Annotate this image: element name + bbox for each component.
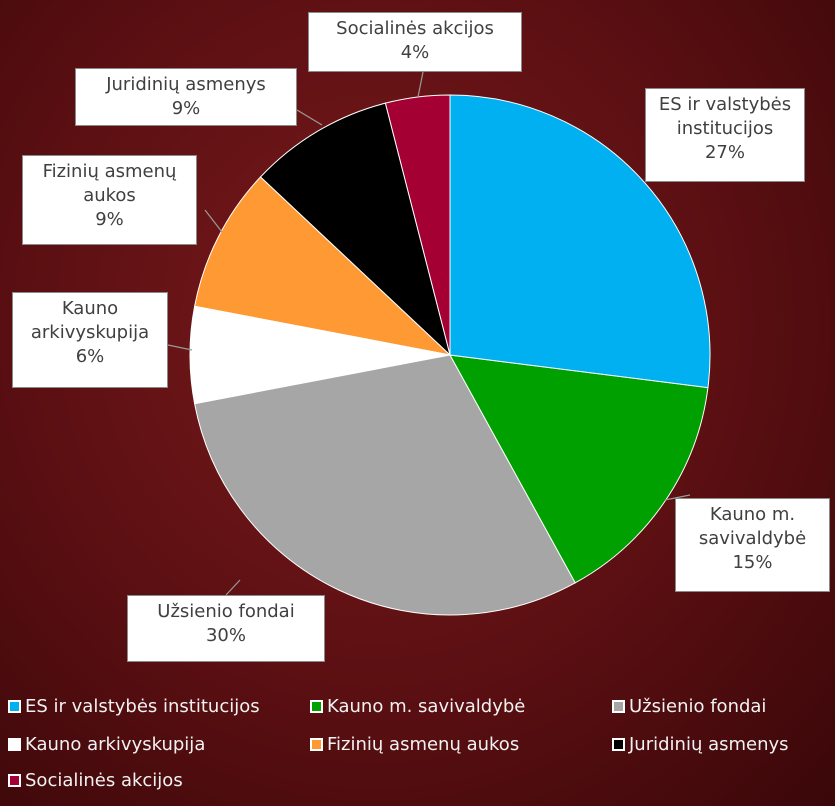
legend-label: Užsienio fondai <box>629 696 767 717</box>
legend-item: Fizinių asmenų aukos <box>310 734 519 755</box>
pie-slice <box>449 94 711 389</box>
legend-swatch <box>612 738 625 751</box>
callout-category: Socialinės akcijos <box>336 18 494 39</box>
callout: Juridinių asmenys 9% <box>75 68 297 126</box>
callout-value: 30% <box>205 625 246 646</box>
legend-swatch <box>8 738 21 751</box>
legend-item: Kauno m. savivaldybė <box>310 696 525 717</box>
legend-label: ES ir valstybės institucijos <box>25 696 260 717</box>
callout: ES ir valstybės institucijos 27% <box>645 88 805 182</box>
callout-category: Kauno arkivyskupija <box>30 298 150 343</box>
legend-label: Fizinių asmenų aukos <box>327 734 520 755</box>
callout-value: 4% <box>400 42 430 63</box>
callout: Socialinės akcijos 4% <box>308 12 522 72</box>
callout-value: 15% <box>732 552 773 573</box>
callout: Užsienio fondai 30% <box>127 595 325 662</box>
callout-category: Užsienio fondai <box>157 601 295 622</box>
legend-item: Juridinių asmenys <box>612 734 789 755</box>
callout: Fizinių asmenų aukos 9% <box>22 155 197 245</box>
callout-category: Fizinių asmenų aukos <box>42 161 177 206</box>
callout-value: 9% <box>171 98 201 119</box>
legend-label: Juridinių asmenys <box>629 734 789 755</box>
callout: Kauno arkivyskupija 6% <box>12 292 168 388</box>
legend-label: Socialinės akcijos <box>25 770 183 791</box>
legend-item: Kauno arkivyskupija <box>8 734 205 755</box>
callout-value: 9% <box>95 209 124 230</box>
legend-swatch <box>310 738 323 751</box>
callout-value: 6% <box>75 346 105 367</box>
pie-slice <box>259 102 451 357</box>
legend-label: Kauno m. savivaldybė <box>327 696 526 717</box>
legend-swatch <box>310 700 323 713</box>
legend-item: ES ir valstybės institucijos <box>8 696 260 717</box>
pie-slice <box>194 176 452 356</box>
legend-swatch <box>8 700 21 713</box>
legend-swatch <box>8 774 21 787</box>
legend-label: Kauno arkivyskupija <box>25 734 206 755</box>
callout: Kauno m. savivaldybė 15% <box>675 498 830 592</box>
pie-slice <box>449 354 709 584</box>
pie-slice <box>194 354 576 616</box>
legend-item: Užsienio fondai <box>612 696 766 717</box>
callout-value: 27% <box>704 142 745 163</box>
callout-category: Juridinių asmenys <box>106 74 266 95</box>
legend-swatch <box>612 700 625 713</box>
legend-item: Socialinės akcijos <box>8 770 183 791</box>
callout-category: ES ir valstybės institucijos <box>658 94 792 139</box>
callout-category: Kauno m. savivaldybė <box>698 504 807 549</box>
